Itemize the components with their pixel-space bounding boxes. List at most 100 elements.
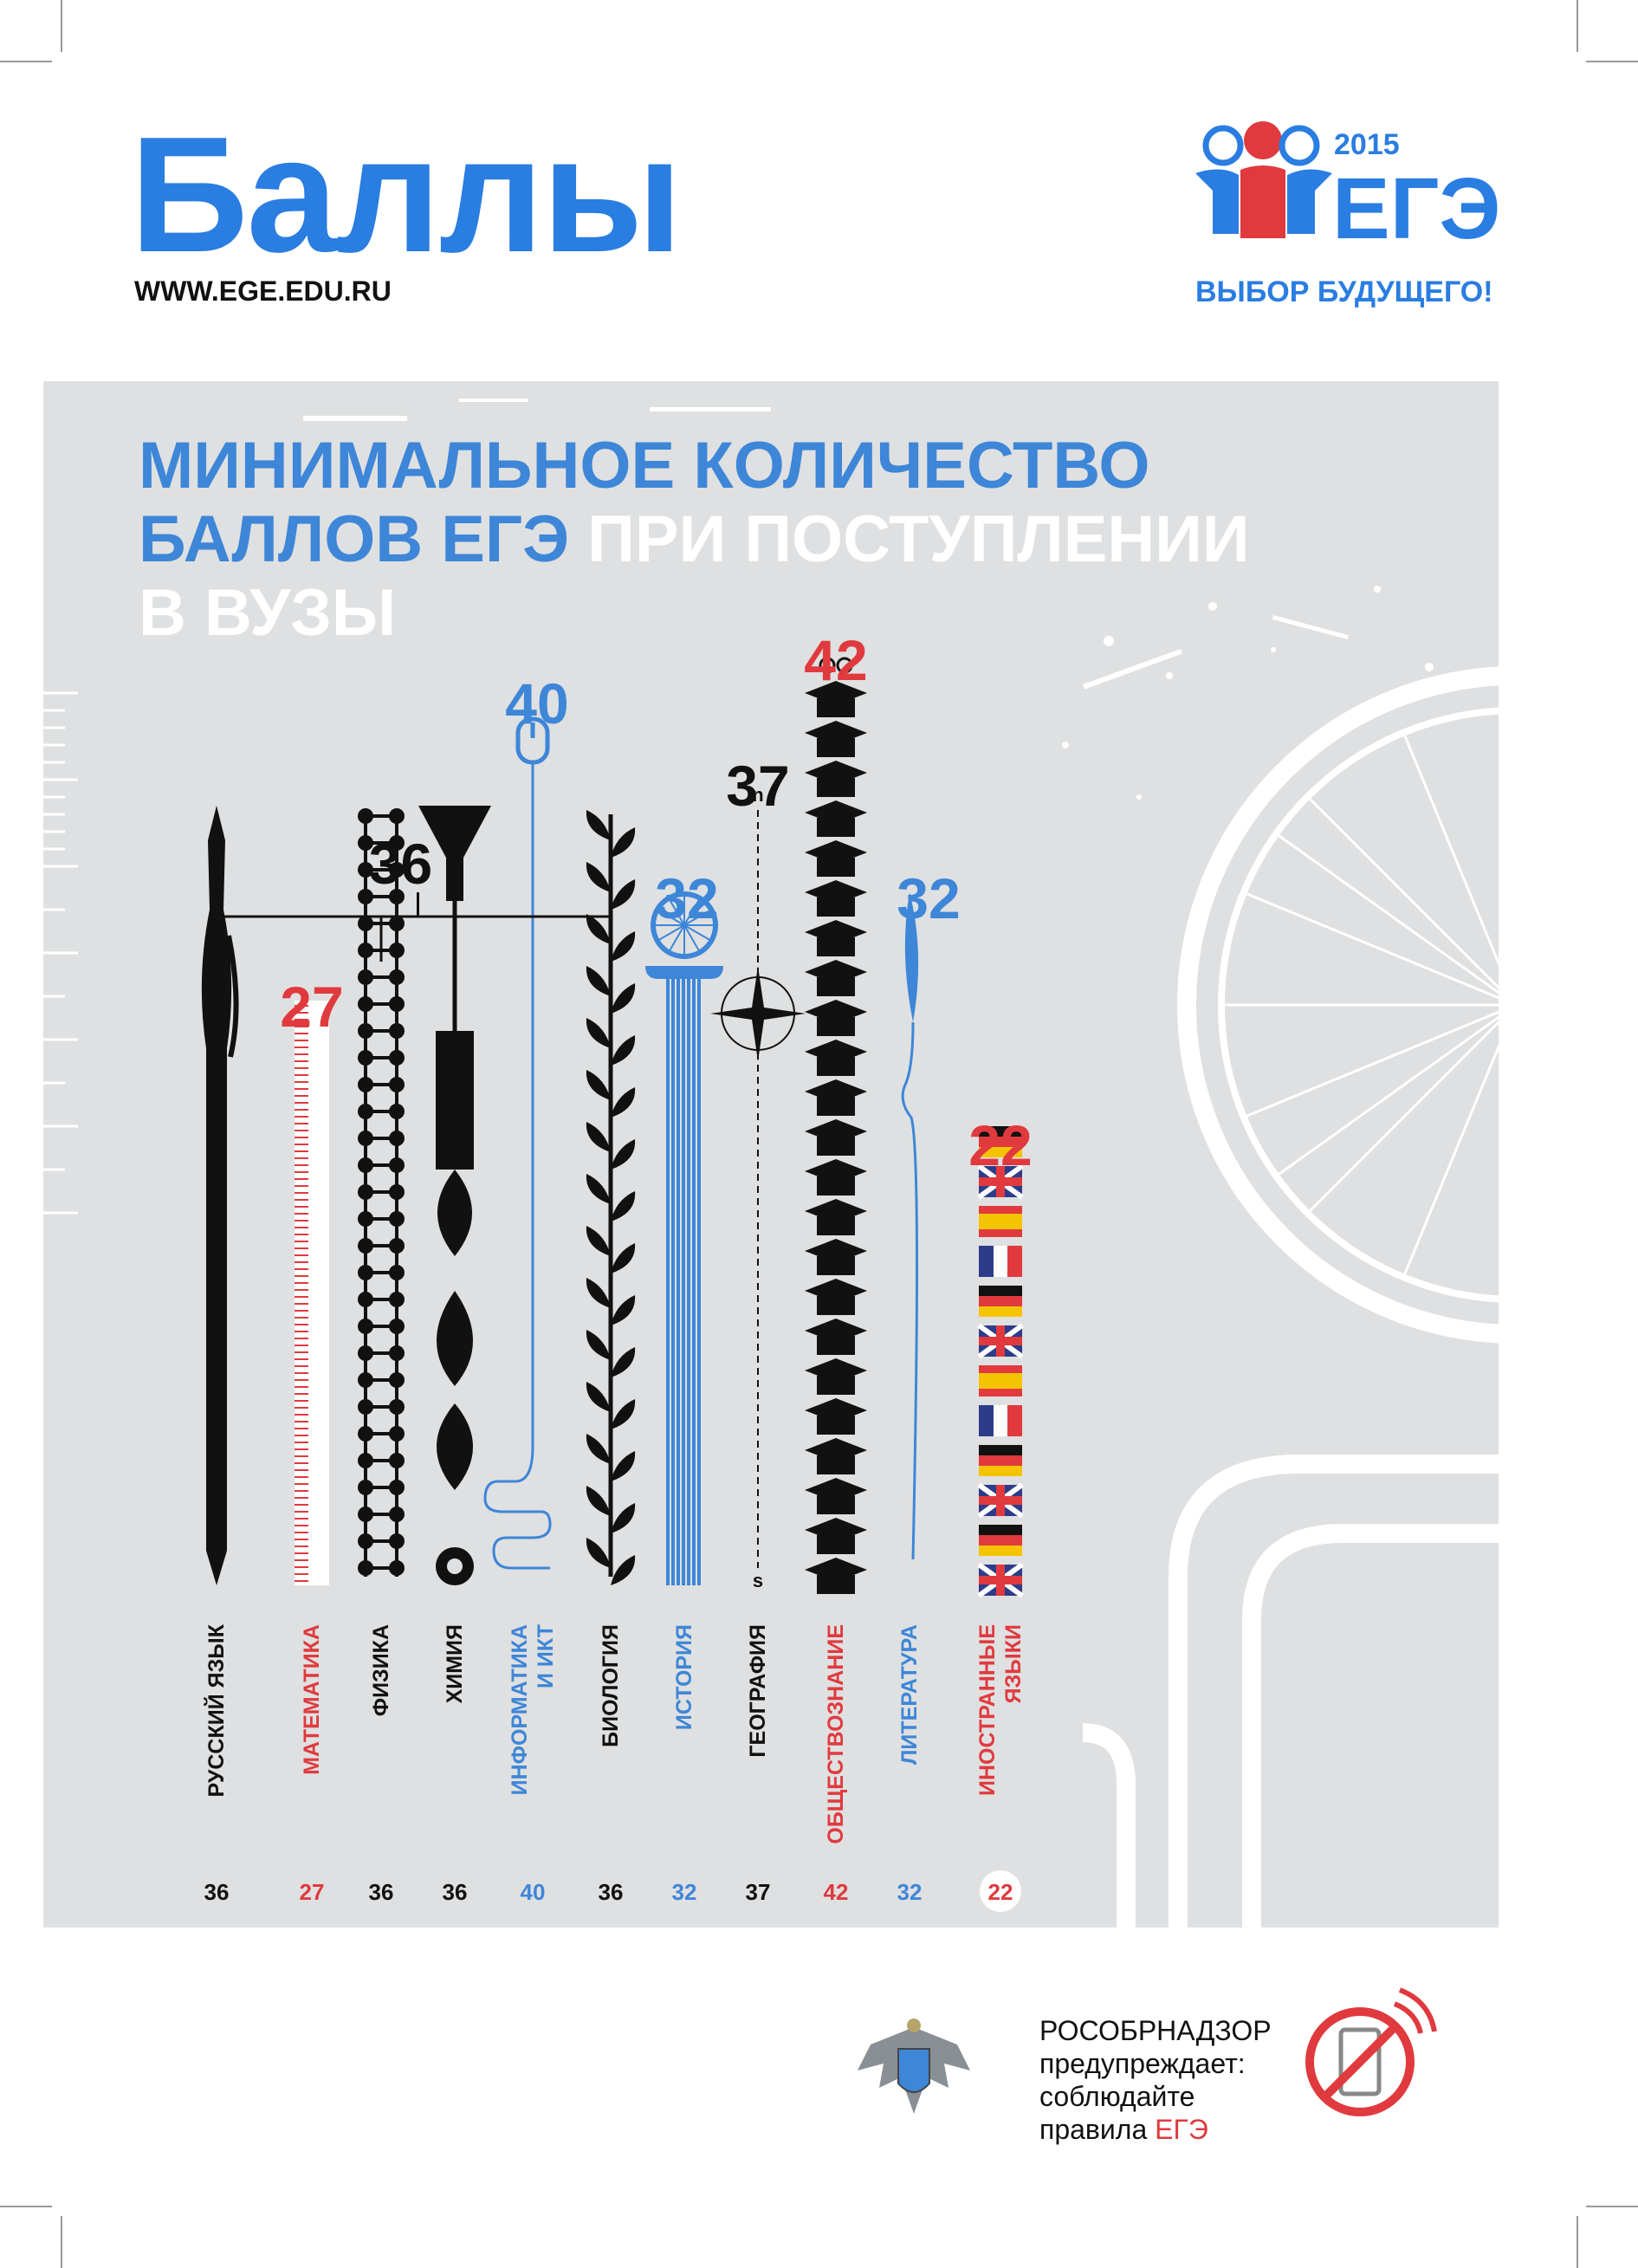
molecule-atom xyxy=(389,1319,405,1334)
top-score-label: 42 xyxy=(804,628,867,692)
molecule-atom xyxy=(389,1560,405,1576)
molecule-atom xyxy=(389,1426,405,1442)
crop-mark xyxy=(0,2206,52,2207)
plant-leaf xyxy=(586,1330,611,1360)
top-score-label: 27 xyxy=(280,975,343,1039)
plant-leaf xyxy=(586,1070,611,1100)
category-label: ГЕОГРАФИЯ xyxy=(746,1624,770,1758)
footer-line-4-red: ЕГЭ xyxy=(1155,2114,1208,2145)
molecule-atom xyxy=(358,1023,373,1039)
molecule-atom xyxy=(389,1077,405,1092)
footer-warning: РОСОБРНАДЗОР предупреждает: соблюдайте п… xyxy=(1039,2014,1272,2146)
plant-leaf xyxy=(611,879,636,910)
value-label: 36 xyxy=(204,1879,230,1905)
molecule-atom xyxy=(389,996,405,1012)
category-label: ЯЗЫКИ xyxy=(1001,1624,1026,1703)
top-score-label: 32 xyxy=(655,866,718,930)
crop-mark xyxy=(1586,2206,1638,2207)
flag-spain xyxy=(979,1373,1022,1389)
column-wheel xyxy=(651,891,718,959)
flag-germany xyxy=(979,1455,1022,1466)
plant-leaf xyxy=(611,983,636,1014)
plant-leaf xyxy=(586,1122,611,1152)
value-label: 32 xyxy=(672,1879,697,1905)
molecule-atom xyxy=(389,943,405,958)
flag-germany xyxy=(979,1147,1022,1157)
molecule-atom xyxy=(358,1104,373,1119)
bar-quill xyxy=(901,892,919,1560)
plant-leaf xyxy=(586,862,611,892)
funnel xyxy=(418,806,491,901)
plant-leaf xyxy=(586,1018,611,1048)
graduation-cap-base xyxy=(817,937,855,956)
graduation-cap-base xyxy=(817,738,855,757)
flag-germany xyxy=(979,1525,1022,1535)
molecule-atom xyxy=(389,1533,405,1549)
logo-tagline: ВЫБОР БУДУЩЕГО! xyxy=(1195,275,1493,308)
plant-leaf xyxy=(586,1538,611,1568)
molecule-atom xyxy=(358,1211,373,1227)
graduation-cap-base xyxy=(817,698,855,717)
bar-pen xyxy=(201,806,239,1585)
flag-france xyxy=(994,1405,1007,1436)
molecule-atom xyxy=(389,1507,405,1522)
page-title: Баллы xyxy=(130,103,683,287)
molecule-atom xyxy=(358,1157,373,1173)
molecule-atom xyxy=(358,943,373,958)
column-wheel-spoke xyxy=(683,910,710,926)
flag-france xyxy=(979,1405,994,1436)
molecule-atom xyxy=(358,1507,373,1522)
value-badge-bg xyxy=(980,1870,1021,1912)
graduation-cap-base xyxy=(817,818,855,837)
graduation-cap-base xyxy=(817,1097,855,1116)
quill-feather xyxy=(904,892,919,1022)
burette xyxy=(436,1031,474,1170)
molecule-atom xyxy=(389,889,405,904)
compass-needle xyxy=(710,1007,806,1021)
bar-mouse xyxy=(483,716,552,1570)
top-score-label: 40 xyxy=(505,671,568,735)
molecule-atom xyxy=(389,1399,405,1415)
molecule-atom xyxy=(358,835,373,851)
column-wheel-spoke xyxy=(669,899,685,926)
molecule-atom xyxy=(389,1104,405,1119)
molecule-atom xyxy=(389,916,405,931)
molecule-atom xyxy=(358,1077,373,1092)
mouse-cable xyxy=(483,762,552,1570)
plant-leaf xyxy=(586,1174,611,1204)
flag-france xyxy=(979,1246,994,1277)
molecule-atom xyxy=(389,1211,405,1227)
category-label: ОБЩЕСТВОЗНАНИЕ xyxy=(824,1624,848,1844)
crop-mark xyxy=(61,2216,62,2268)
flag-uk xyxy=(979,1337,1022,1345)
pen-clip xyxy=(226,935,239,1058)
molecule-atom xyxy=(358,889,373,904)
molecule-atom xyxy=(389,1050,405,1066)
crop-mark xyxy=(61,0,62,52)
molecule-atom xyxy=(389,1345,405,1361)
molecule-atom xyxy=(358,996,373,1012)
plant-leaf xyxy=(611,1191,636,1221)
value-label: 42 xyxy=(824,1879,849,1905)
graduation-cap-base xyxy=(817,1296,855,1315)
molecule-atom xyxy=(358,862,373,878)
molecule-atom xyxy=(358,1131,373,1146)
column-flute xyxy=(671,979,675,1585)
top-score-label: 32 xyxy=(897,866,960,930)
graduation-cap-base xyxy=(817,1336,855,1355)
column-flute xyxy=(677,979,680,1585)
flag-germany xyxy=(979,1137,1022,1147)
plant-leaf xyxy=(611,1139,636,1170)
bar-compass: ns xyxy=(710,784,806,1591)
category-label: ИСТОРИЯ xyxy=(672,1624,696,1730)
molecule-atom xyxy=(389,1453,405,1468)
graduation-cap-base xyxy=(817,1057,855,1076)
column-flute xyxy=(687,979,690,1585)
molecule-atom xyxy=(358,1184,373,1200)
molecule-atom xyxy=(389,1131,405,1146)
flag-germany xyxy=(979,1545,1022,1556)
category-label: И ИКТ xyxy=(534,1624,558,1688)
infographic-panel: МИНИМАЛЬНОЕ КОЛИЧЕСТВО БАЛЛОВ ЕГЭ ПРИ ПО… xyxy=(43,381,1499,1928)
bar-flask xyxy=(418,806,491,1585)
graduation-cap-base xyxy=(817,1495,855,1514)
